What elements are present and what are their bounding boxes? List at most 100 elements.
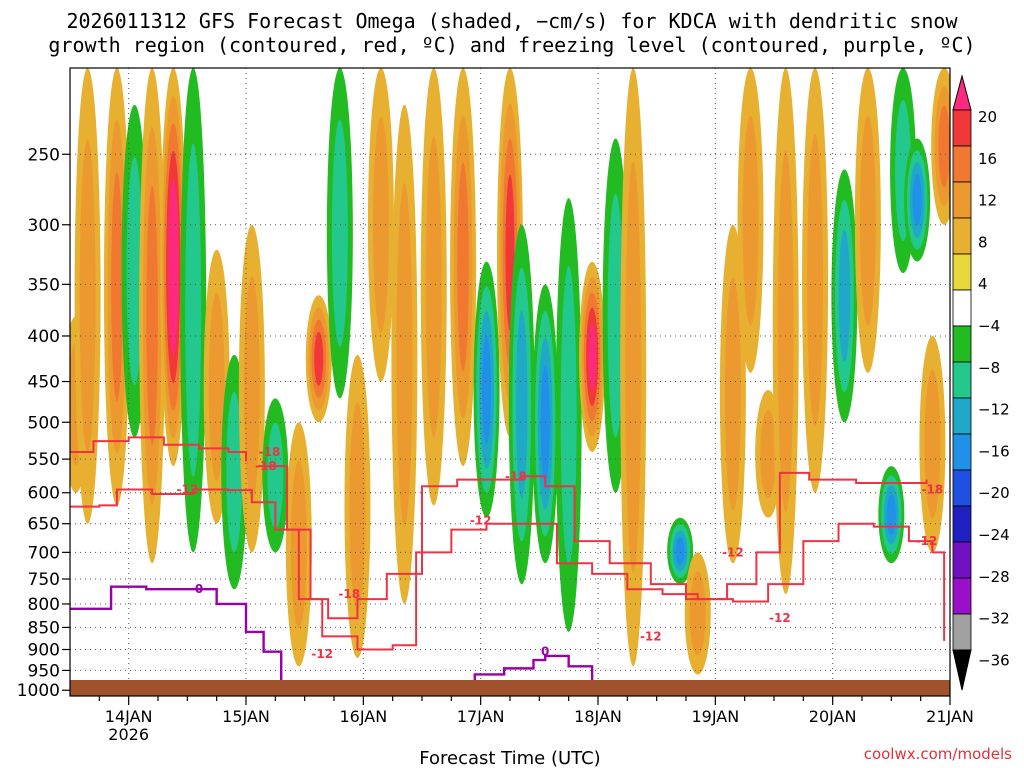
omega-cell-19-3 [482,335,492,444]
omega-cell-29-1 [724,277,741,511]
contour-label-red-11: -18 [259,445,281,459]
contour-label-red-6: -18 [505,469,527,483]
contour-label-red-4: -12 [470,514,492,528]
y-tick-label-7: 600 [28,484,60,504]
omega-cell-3-1 [126,156,143,386]
colorbar-swatch-5 [952,253,972,291]
omega-cell-32-1 [777,150,794,512]
omega-cell-1-1 [79,139,96,453]
colorbar: 20 16 12 8 4 −4 −8 −12 −16 −20 −24 −28 −32 −36 [952,74,1010,691]
omega-cell-26-1 [625,161,642,573]
y-tick-label-5: 500 [28,413,60,433]
omega-cell-24-4 [588,323,596,391]
colorbar-label-7: −12 [978,401,1010,419]
contour-label-red-3: -18 [338,587,360,601]
contour-label-red-10: -12 [769,611,791,625]
contour-minus12 [70,488,946,651]
omega-cell-27-3 [675,536,685,565]
omega-cell-8-1 [226,391,243,553]
omega-cell-2-2 [111,172,123,402]
y-tick-label-6: 550 [28,450,60,470]
y-tick-label-8: 650 [28,515,60,535]
omega-cell-36-3 [886,494,896,536]
omega-cell-28-1 [689,571,706,656]
colorbar-label-13: −36 [978,651,1010,669]
omega-cell-16-1 [396,182,413,526]
contour-label-red-9: -12 [916,534,938,548]
colorbar-label-5: −4 [978,317,1000,335]
omega-cell-6-1 [185,143,202,477]
omega-cell-33-1 [807,134,824,427]
omega-cell-31-1 [760,409,777,498]
contour-label-red-8: -18 [922,483,944,497]
contour-minus18-mid [257,465,928,620]
omega-cell-9-1 [243,275,260,502]
plot-area: -18 -12 -12 -18 -12 -12 -18 -12 -18 -12 -12 -18 0 0 [69,67,951,697]
colorbar-label-10: −24 [978,526,1010,544]
colorbar-swatch-14 [952,577,972,615]
contour-minus18-upper [70,436,247,462]
x-tick-label-5: 19JAN [691,707,739,726]
x-tick-label-4: 18JAN [574,707,622,726]
colorbar-swatch-8 [952,361,972,399]
y-tick-label-14: 950 [28,661,60,681]
y-tick-label-1: 300 [28,216,60,236]
x-tick-label-1: 15JAN [222,707,270,726]
omega-cell-18-2 [457,162,469,372]
omega-cell-7-1 [208,292,225,481]
omega-cell-13-1 [331,119,348,347]
colorbar-label-0: 20 [978,108,997,126]
omega-cell-34-2 [838,229,851,363]
y-tick-label-15: 1000 [17,681,60,701]
x-tick-label-3: 17JAN [457,707,505,726]
colorbar-swatch-13 [952,541,972,579]
y-tick-label-2: 350 [28,275,60,295]
colorbar-swatch-12 [952,505,972,543]
y-tick-label-0: 250 [28,145,60,165]
omega-cell-38-3 [912,174,922,227]
omega-cell-17-1 [425,136,442,438]
y-tick-label-3: 400 [28,327,60,347]
omega-cell-25-1 [607,193,624,438]
colorbar-swatch-7 [952,325,972,363]
contour-label-red-5: -12 [640,629,662,643]
colorbar-label-6: −8 [978,359,1000,377]
colorbar-label-3: 8 [978,233,988,251]
colorbar-label-2: 12 [978,192,997,210]
colorbar-swatch-3 [952,181,972,219]
x-tick-label-6: 20JAN [809,707,857,726]
colorbar-cap-top [952,74,972,111]
contour-label-purple-1: 0 [541,645,549,659]
colorbar-swatch-1 [952,109,972,147]
colorbar-swatch-15 [952,613,972,651]
y-tick-label-13: 900 [28,641,60,661]
colorbar-swatch-11 [952,469,972,507]
contour-label-red-0: -18 [255,459,277,473]
omega-cell-40-2 [938,105,950,188]
x-tick-label-2: 16JAN [339,707,387,726]
y-axis-pressure: 250 300 350 400 450 500 550 600 650 700 750 800 850 9… [17,145,70,701]
temperature-contours [70,436,946,696]
credit-link[interactable]: coolwx.com/models [864,745,1012,763]
colorbar-label-8: −16 [978,442,1010,460]
x-axis-label: Forecast Time (UTC) [419,748,600,768]
colorbar-cap-bottom [952,649,972,691]
omega-cell-14-1 [349,402,366,611]
omega-shading [70,68,950,675]
colorbar-swatch-10 [952,433,972,471]
contour-label-red-1: -12 [176,483,198,497]
y-tick-label-12: 850 [28,618,60,638]
omega-cell-4-2 [146,185,158,446]
contour-freezing-level-2 [451,654,611,696]
colorbar-swatch-9 [952,397,972,435]
y-tick-label-10: 750 [28,570,60,590]
x-tick-label-7: 21JAN [926,707,974,726]
contour-labels: -18 -12 -12 -18 -12 -12 -18 -12 -18 -12 -12 -18 0 0 [176,445,943,661]
x-tick-year: 2026 [108,725,149,744]
contour-label-red-7: -12 [722,545,744,559]
title-line-2: growth region (contoured, red, ºC) and f… [48,33,975,57]
colorbar-label-12: −32 [978,610,1010,628]
colorbar-label-4: 4 [978,275,988,293]
x-axis-time: 14JAN 15JAN 16JAN 17JAN 18JAN 19JAN 20JAN 21JAN… [98,696,974,744]
